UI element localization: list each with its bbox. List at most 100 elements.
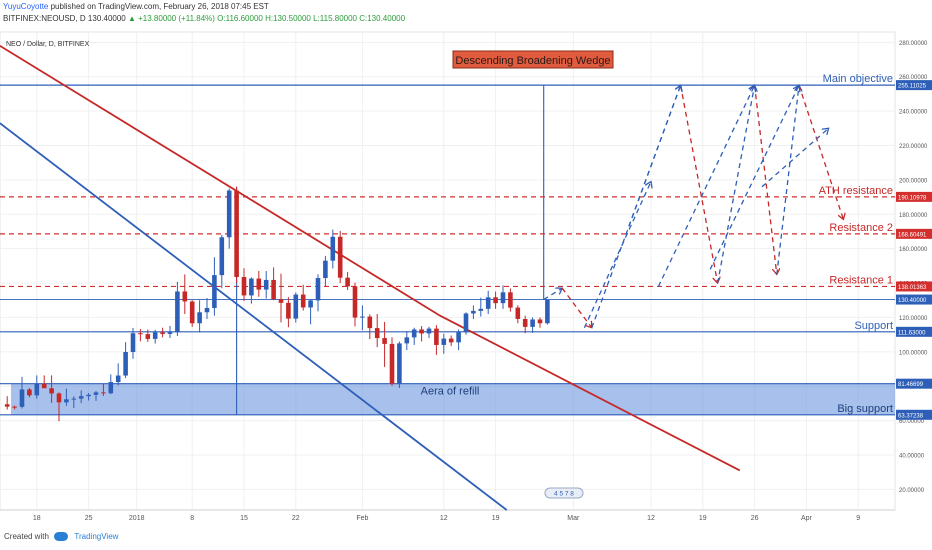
candle-body	[434, 328, 439, 345]
candle-body	[64, 399, 69, 403]
candle-body	[108, 382, 114, 394]
candle-body	[175, 291, 180, 333]
candle-body	[308, 300, 313, 308]
level-label: ATH resistance	[819, 185, 893, 197]
candle-body	[397, 343, 402, 384]
candle-body	[515, 307, 521, 319]
price-tag	[896, 326, 932, 337]
y-tick-label: 100.00000	[899, 350, 928, 356]
candle-body	[300, 294, 306, 308]
candle-body	[123, 351, 128, 376]
candle-body	[152, 332, 158, 339]
candle-body	[249, 278, 254, 296]
y-tick-label: 60.00000	[899, 419, 925, 425]
ticker-label: BITFINEX:NEOUSD, D	[3, 14, 86, 23]
price-tag-label: 190.10978	[898, 195, 927, 201]
candle-body	[345, 277, 350, 287]
projection-segment	[798, 85, 843, 219]
price-tag	[896, 378, 932, 389]
x-tick-label: 12	[647, 515, 655, 522]
candle-body	[337, 236, 343, 278]
candle-body	[426, 328, 432, 334]
x-tick-label: 19	[699, 515, 707, 522]
ohlc-line: BITFINEX:NEOUSD, D 130.40000 ▲ +13.80000…	[3, 14, 405, 23]
price-tag	[896, 80, 932, 91]
y-tick-label: 240.00000	[899, 110, 928, 116]
projection-arrow	[761, 128, 829, 188]
tradingview-logo-icon	[54, 532, 69, 542]
refill-zone-label: Aera of refill	[421, 386, 480, 398]
projection-segment	[716, 85, 755, 284]
publish-line: YuyuCoyotte published on TradingView.com…	[3, 2, 269, 11]
price-tag	[896, 281, 932, 292]
candle-body	[293, 294, 299, 319]
candle-body	[545, 299, 550, 324]
candle-body	[478, 308, 484, 311]
x-tick-label: 12	[440, 515, 448, 522]
candle-body	[49, 388, 54, 394]
candle-body	[411, 329, 417, 338]
candle-body	[189, 301, 195, 324]
candle-body	[4, 404, 10, 407]
tradingview-brand[interactable]: TradingView	[74, 532, 119, 541]
candle-body	[382, 338, 387, 344]
candle-body	[226, 190, 232, 238]
candle-body	[323, 260, 328, 279]
candle-body	[19, 389, 25, 407]
event-markers-label: 4 5 7 8	[554, 491, 574, 498]
candle-body	[167, 332, 173, 334]
y-tick-label: 40.00000	[899, 453, 925, 459]
author-link[interactable]: YuyuCoyotte	[3, 2, 49, 11]
candle-body	[27, 389, 32, 396]
candle-body	[463, 313, 469, 333]
candle-body	[256, 278, 262, 290]
chart-title: Descending Broadening Wedge	[455, 55, 610, 67]
price-tag-label: 63.37238	[898, 413, 924, 419]
descending-resistance-line	[0, 44, 741, 472]
price-tag	[896, 191, 932, 202]
price-tag-label: 168.60491	[898, 232, 927, 238]
x-tick-label: Mar	[567, 515, 580, 522]
y-tick-label: 200.00000	[899, 178, 928, 184]
level-label: Support	[854, 320, 893, 332]
event-markers: 4 5 7 8	[544, 487, 584, 499]
footer: Created with TradingView	[4, 532, 119, 542]
candle-body	[522, 318, 528, 327]
candle-body	[278, 299, 284, 303]
plot-area	[0, 31, 896, 511]
big-support-label: Big support	[837, 403, 893, 415]
x-tick-label: 15	[240, 515, 248, 522]
projection-segment	[776, 85, 799, 275]
candle-body	[138, 333, 143, 335]
candle-body	[271, 279, 276, 300]
candle-body	[71, 398, 77, 400]
candle-body	[419, 329, 424, 334]
price-tag	[896, 228, 932, 239]
price-change: ▲ +13.80000 (+11.84%)	[127, 14, 215, 23]
candle-body	[34, 383, 40, 396]
candle-body	[145, 334, 151, 339]
projection-arrow	[657, 85, 754, 287]
candle-body	[537, 319, 543, 324]
y-tick-label: 180.00000	[899, 213, 928, 219]
candle-body	[352, 286, 358, 318]
candle-body	[56, 393, 62, 403]
candle-body	[12, 406, 17, 408]
projection-arrow	[709, 85, 799, 270]
x-tick-label: 9	[856, 515, 860, 522]
candle-body	[234, 190, 239, 278]
candle-body	[493, 297, 498, 304]
candle-body	[485, 297, 491, 309]
publish-text: published on TradingView.com, February 2…	[50, 2, 269, 11]
candle-body	[78, 396, 84, 399]
descending-support-line	[0, 122, 508, 511]
level-label: Main objective	[823, 73, 893, 85]
x-tick-label: 2018	[129, 515, 145, 522]
candle-body	[160, 332, 165, 334]
candle-body	[508, 292, 513, 308]
candle-body	[367, 316, 373, 329]
x-tick-label: Feb	[356, 515, 368, 522]
chart-header: YuyuCoyotte published on TradingView.com…	[0, 0, 932, 26]
candle-body	[374, 328, 380, 339]
